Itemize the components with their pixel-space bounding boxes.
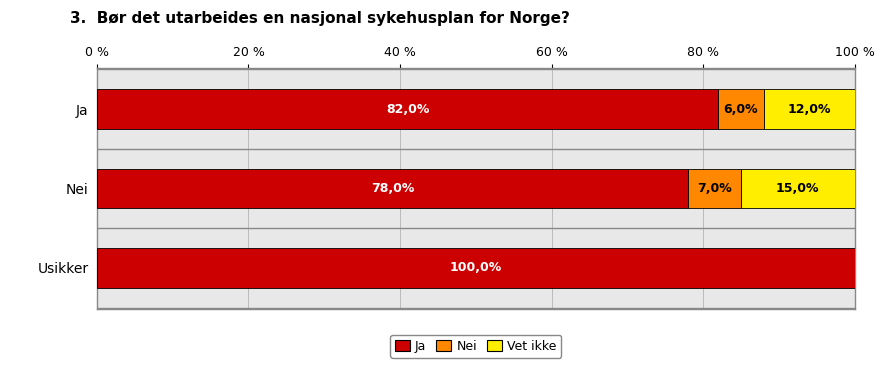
Text: 15,0%: 15,0% <box>776 182 819 195</box>
Bar <box>688 169 741 208</box>
Bar <box>741 169 855 208</box>
Text: 100,0%: 100,0% <box>449 261 502 274</box>
Text: 82,0%: 82,0% <box>386 103 429 116</box>
Text: 6,0%: 6,0% <box>723 103 759 116</box>
Bar <box>718 89 764 129</box>
Bar <box>97 89 718 129</box>
Bar <box>97 248 855 288</box>
Legend: Ja, Nei, Vet ikke: Ja, Nei, Vet ikke <box>390 335 561 358</box>
Text: 3.  Bør det utarbeides en nasjonal sykehusplan for Norge?: 3. Bør det utarbeides en nasjonal sykehu… <box>70 11 570 26</box>
Text: 78,0%: 78,0% <box>371 182 414 195</box>
Text: 12,0%: 12,0% <box>788 103 831 116</box>
Text: 7,0%: 7,0% <box>697 182 732 195</box>
Bar <box>764 89 855 129</box>
Bar <box>97 169 688 208</box>
